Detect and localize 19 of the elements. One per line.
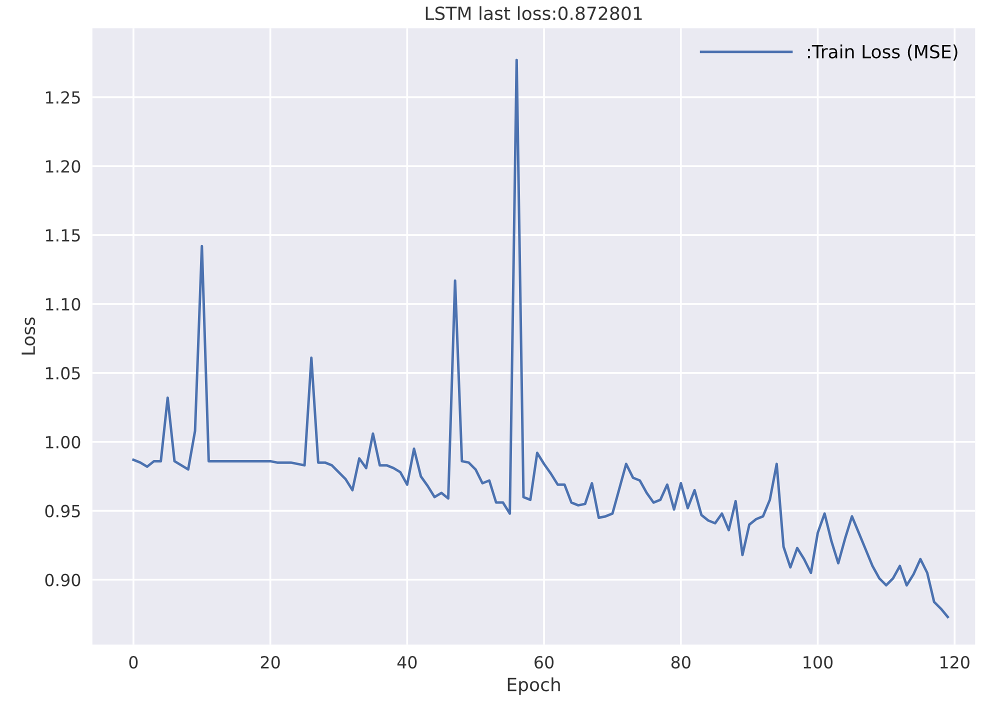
x-axis-title: Epoch xyxy=(508,677,560,695)
y-tick-label: 1.10 xyxy=(46,298,80,311)
text: :Train Loss (MSE) xyxy=(808,44,958,61)
x-tick-label: 40 xyxy=(397,656,417,669)
y-tick-label: 1.00 xyxy=(46,436,80,448)
y-tick-label: 1.15 xyxy=(46,229,80,242)
x-tick-label: 60 xyxy=(534,656,554,669)
y-tick-label: 1.05 xyxy=(46,366,80,380)
y-tick-label: 1.20 xyxy=(46,160,80,173)
y-tick-label: 0.90 xyxy=(45,574,80,586)
x-tick-label: 120 xyxy=(940,656,970,669)
y-axis-title: Loss xyxy=(22,317,36,354)
chart-title: LSTM last loss:0.872801 xyxy=(426,6,642,20)
x-tick-label: 20 xyxy=(260,656,280,669)
y-tick-label: 0.95 xyxy=(45,504,80,518)
y-tick-label: 1.25 xyxy=(46,91,80,104)
x-tick-label: 0 xyxy=(129,656,138,669)
x-tick-label: 80 xyxy=(671,656,690,669)
x-tick-label: 100 xyxy=(804,656,833,669)
